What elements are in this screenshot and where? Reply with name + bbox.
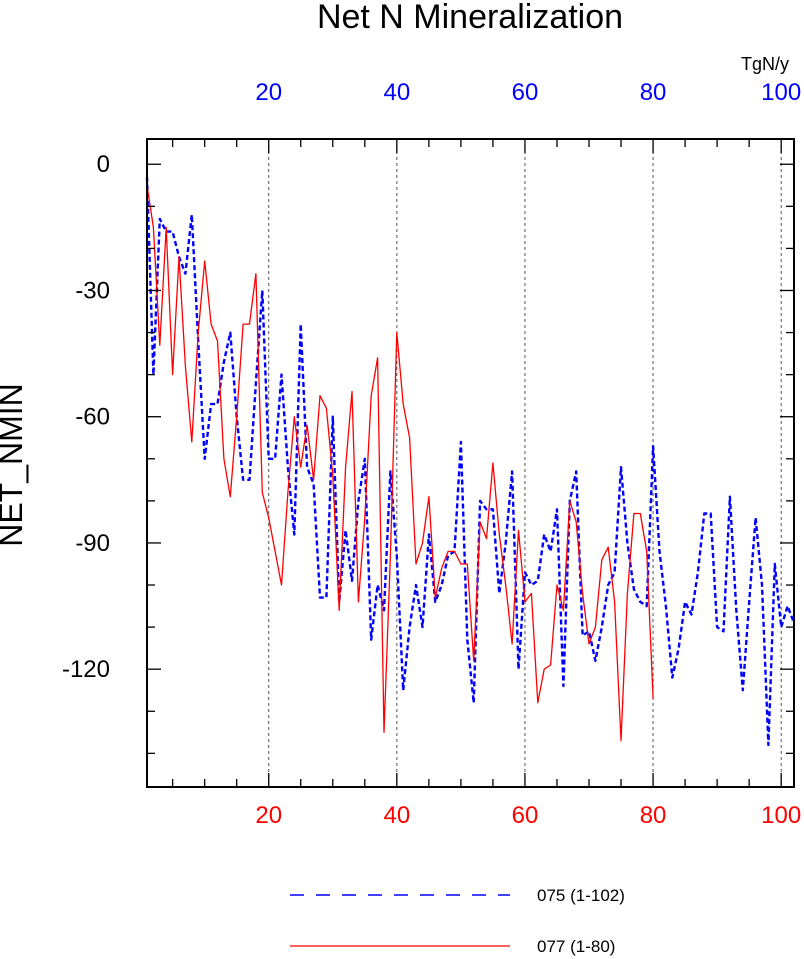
top-x-tick-label-100: 100 [761,79,801,106]
legend: 075 (1-102) 077 (1-80) [290,886,625,956]
bottom-x-tick-label-100: 100 [761,802,801,829]
top-x-tick-label-60: 60 [512,79,539,106]
series-line-077 [146,185,654,742]
legend-label-075: 075 (1-102) [537,886,625,905]
y-tick-label--30: -30 [75,277,110,304]
y-tick-label--90: -90 [75,530,110,557]
legend-label-077: 077 (1-80) [537,937,615,956]
chart-title: Net N Mineralization [317,0,623,36]
bottom-x-tick-label-80: 80 [640,802,667,829]
y-tick-label--120: -120 [62,656,110,683]
y-axis-label: NET_NMIN [0,383,29,547]
series-line-075 [145,176,796,747]
y-tick-label-0: 0 [97,151,110,178]
units-label: TgN/y [741,54,789,74]
top-x-tick-label-20: 20 [255,79,282,106]
bottom-x-tick-label-60: 60 [512,802,539,829]
grid-lines [268,139,782,787]
series-lines [145,176,796,747]
plot-frame [146,138,795,788]
y-tick-label--60: -60 [75,404,110,431]
axes: 0 -30 -60 -90 -120 20 40 60 80 100 20 40 60 80 100 [62,79,801,829]
top-x-tick-label-80: 80 [640,79,667,106]
bottom-x-tick-label-40: 40 [383,802,410,829]
top-x-tick-label-40: 40 [383,79,410,106]
bottom-x-tick-label-20: 20 [255,802,282,829]
